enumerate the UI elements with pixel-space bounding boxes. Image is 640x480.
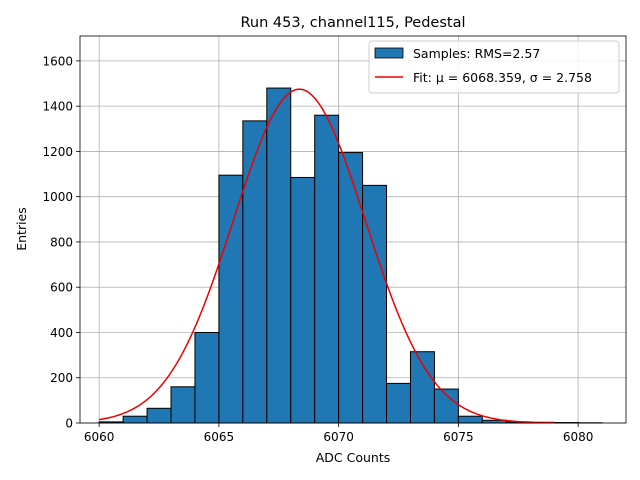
histogram-bar (457, 415, 483, 424)
histogram-bar (290, 176, 316, 424)
y-tick-label: 600 (50, 281, 73, 295)
plot-frame (79, 35, 627, 424)
histogram-bar (218, 174, 244, 424)
x-axis-label: ADC Counts (316, 450, 391, 465)
gaussian-fit-curve (99, 88, 555, 424)
y-axis-label: Entries (14, 207, 29, 251)
histogram-bar (146, 407, 172, 424)
y-tick-label: 200 (50, 371, 73, 385)
histogram-bar (386, 382, 411, 424)
legend-swatch-samples (374, 47, 404, 59)
legend-label-fit: Fit: μ = 6068.359, σ = 2.758 (413, 70, 592, 85)
histogram-bars (98, 87, 603, 424)
histogram-bar (314, 114, 340, 424)
histogram-bar (170, 386, 196, 424)
y-tick-label: 1200 (42, 145, 73, 159)
x-axis-ticks: 6060 6065 6070 6075 6080 (84, 423, 593, 444)
histogram-bar (266, 87, 292, 424)
y-tick-label: 1600 (42, 54, 73, 68)
chart-title: Run 453, channel115, Pedestal (240, 15, 465, 31)
y-tick-label: 1000 (42, 190, 73, 204)
histogram-bar (242, 120, 268, 424)
y-tick-label: 800 (50, 235, 73, 249)
x-tick-label: 6080 (563, 430, 594, 444)
y-tick-label: 1400 (42, 100, 73, 114)
y-tick-label: 0 (65, 417, 73, 431)
histogram-bar (194, 331, 220, 424)
legend: Samples: RMS=2.57 Fit: μ = 6068.359, σ =… (368, 40, 620, 94)
x-tick-label: 6070 (323, 430, 354, 444)
histogram-bar (122, 415, 148, 424)
y-axis-ticks: 0 200 400 600 800 1000 1200 1400 1600 (42, 54, 80, 431)
x-tick-label: 6060 (84, 430, 115, 444)
legend-box (368, 40, 620, 94)
histogram-bar (338, 152, 364, 424)
x-tick-label: 6075 (443, 430, 474, 444)
legend-label-samples: Samples: RMS=2.57 (413, 46, 540, 61)
histogram-bar (409, 351, 435, 424)
x-tick-label: 6065 (204, 430, 235, 444)
y-tick-label: 400 (50, 326, 73, 340)
